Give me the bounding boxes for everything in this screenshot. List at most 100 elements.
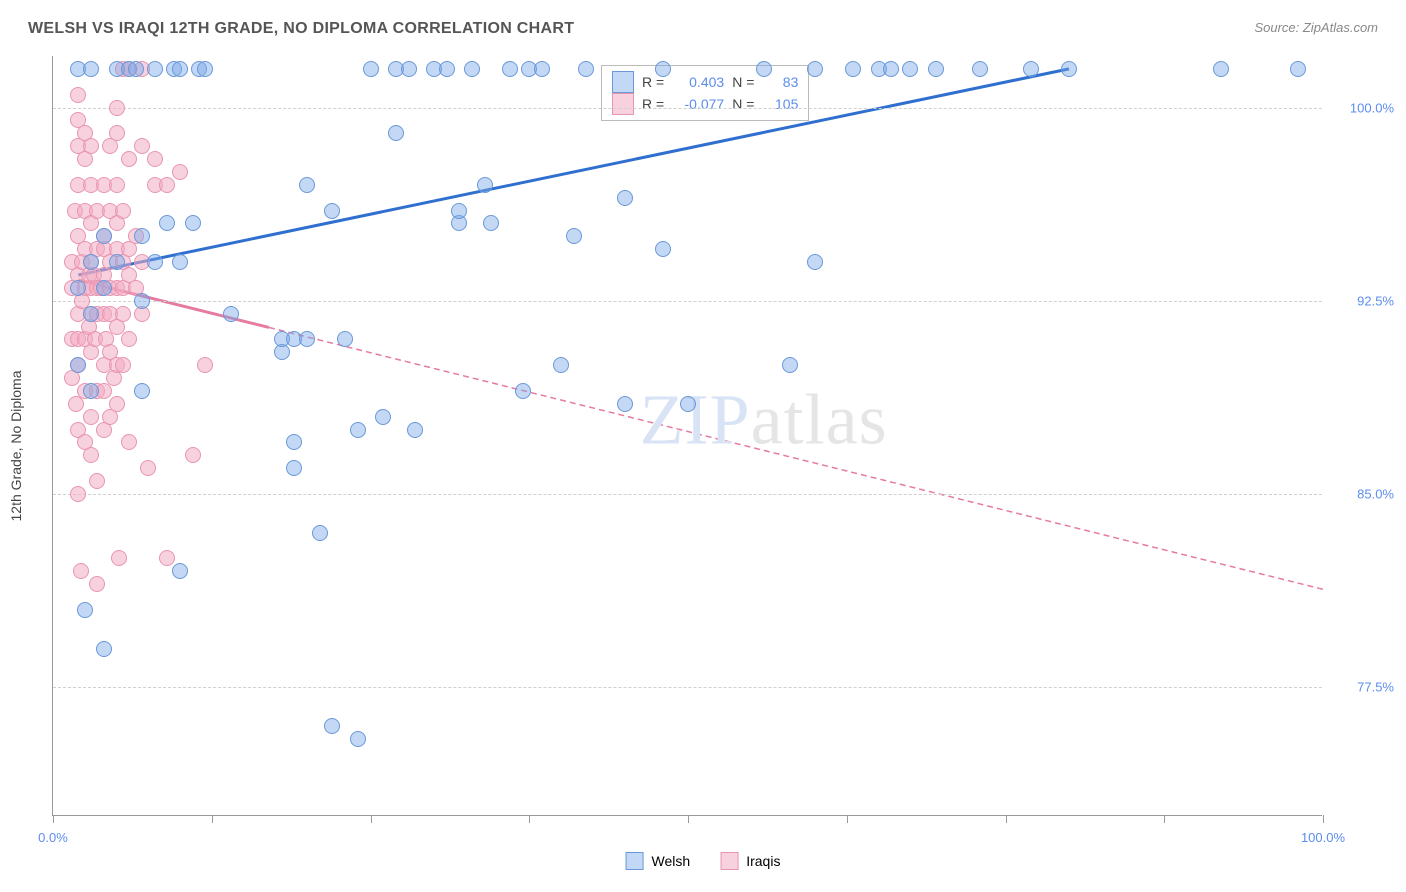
data-point <box>172 254 188 270</box>
data-point <box>375 409 391 425</box>
gridline-h <box>53 494 1322 495</box>
r-label: R = <box>642 96 664 112</box>
data-point <box>451 203 467 219</box>
data-point <box>1061 61 1077 77</box>
y-axis-label: 12th Grade, No Diploma <box>8 371 24 522</box>
legend-item-iraqis: Iraqis <box>720 852 780 870</box>
gridline-h <box>53 687 1322 688</box>
data-point <box>756 61 772 77</box>
data-point <box>109 177 125 193</box>
data-point <box>159 550 175 566</box>
data-point <box>388 125 404 141</box>
iraqis-swatch <box>720 852 738 870</box>
n-label: N = <box>732 96 754 112</box>
iraqis-r-value: -0.077 <box>672 96 724 112</box>
data-point <box>312 525 328 541</box>
data-point <box>782 357 798 373</box>
data-point <box>1213 61 1229 77</box>
data-point <box>128 61 144 77</box>
data-point <box>83 306 99 322</box>
data-point <box>902 61 918 77</box>
iraqis-swatch <box>612 93 634 115</box>
data-point <box>89 576 105 592</box>
legend-label: Iraqis <box>746 853 780 869</box>
gridline-h <box>53 301 1322 302</box>
data-point <box>502 61 518 77</box>
data-point <box>121 434 137 450</box>
data-point <box>680 396 696 412</box>
data-point <box>172 563 188 579</box>
x-tick-label: 0.0% <box>38 830 68 845</box>
data-point <box>928 61 944 77</box>
data-point <box>401 61 417 77</box>
trend-lines-svg <box>53 56 1323 816</box>
data-point <box>70 486 86 502</box>
data-point <box>807 254 823 270</box>
x-tick-label: 100.0% <box>1301 830 1345 845</box>
data-point <box>324 203 340 219</box>
legend-label: Welsh <box>652 853 691 869</box>
data-point <box>439 61 455 77</box>
data-point <box>350 422 366 438</box>
scatter-plot-area: ZIPatlas R = 0.403 N = 83 R = -0.077 N =… <box>52 56 1322 816</box>
data-point <box>89 473 105 489</box>
data-point <box>73 563 89 579</box>
data-point <box>407 422 423 438</box>
chart-title: WELSH VS IRAQI 12TH GRADE, NO DIPLOMA CO… <box>28 20 574 38</box>
data-point <box>140 460 156 476</box>
data-point <box>566 228 582 244</box>
data-point <box>845 61 861 77</box>
data-point <box>324 718 340 734</box>
source-attribution: Source: ZipAtlas.com <box>1254 20 1378 35</box>
data-point <box>147 254 163 270</box>
data-point <box>286 460 302 476</box>
y-tick-label: 100.0% <box>1350 100 1394 115</box>
n-label: N = <box>732 74 754 90</box>
data-point <box>197 357 213 373</box>
data-point <box>134 383 150 399</box>
data-point <box>134 293 150 309</box>
data-point <box>134 228 150 244</box>
data-point <box>115 357 131 373</box>
data-point <box>464 61 480 77</box>
data-point <box>111 550 127 566</box>
x-tick <box>688 815 689 823</box>
data-point <box>578 61 594 77</box>
data-point <box>655 241 671 257</box>
legend-item-welsh: Welsh <box>626 852 691 870</box>
data-point <box>96 641 112 657</box>
data-point <box>185 447 201 463</box>
x-tick <box>53 815 54 823</box>
legend-row-iraqis: R = -0.077 N = 105 <box>612 93 798 115</box>
data-point <box>337 331 353 347</box>
data-point <box>172 61 188 77</box>
data-point <box>77 602 93 618</box>
x-tick <box>1164 815 1165 823</box>
data-point <box>159 177 175 193</box>
data-point <box>83 383 99 399</box>
data-point <box>83 409 99 425</box>
data-point <box>147 151 163 167</box>
data-point <box>147 61 163 77</box>
data-point <box>185 215 201 231</box>
data-point <box>350 731 366 747</box>
data-point <box>96 280 112 296</box>
data-point <box>115 306 131 322</box>
data-point <box>121 151 137 167</box>
gridline-h <box>53 108 1322 109</box>
data-point <box>121 331 137 347</box>
data-point <box>172 164 188 180</box>
data-point <box>109 100 125 116</box>
x-tick <box>371 815 372 823</box>
data-point <box>807 61 823 77</box>
data-point <box>83 254 99 270</box>
series-legend: Welsh Iraqis <box>626 852 781 870</box>
chart-container: WELSH VS IRAQI 12TH GRADE, NO DIPLOMA CO… <box>0 0 1406 892</box>
data-point <box>223 306 239 322</box>
data-point <box>655 61 671 77</box>
correlation-legend: R = 0.403 N = 83 R = -0.077 N = 105 <box>601 65 809 121</box>
welsh-swatch <box>612 71 634 93</box>
data-point <box>617 190 633 206</box>
y-tick-label: 92.5% <box>1357 293 1394 308</box>
y-tick-label: 85.0% <box>1357 486 1394 501</box>
